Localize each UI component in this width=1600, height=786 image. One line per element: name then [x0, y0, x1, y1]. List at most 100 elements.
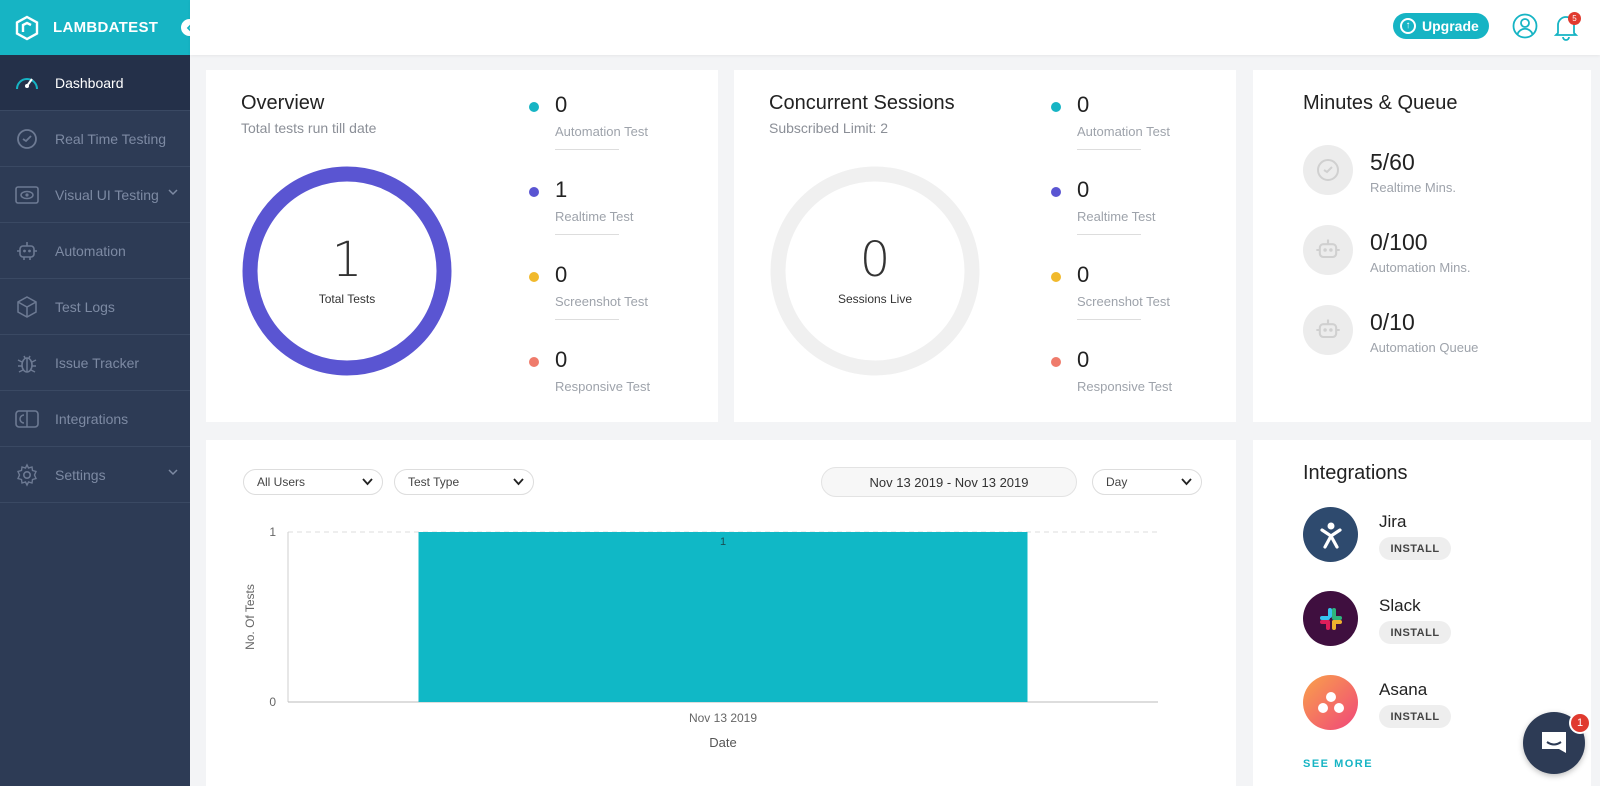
- integrations-title: Integrations: [1303, 462, 1408, 484]
- donut-ring: [242, 166, 452, 376]
- chat-icon: [1542, 732, 1566, 753]
- chevron-down-icon: [168, 189, 178, 196]
- robot-icon: [1303, 225, 1353, 275]
- install-asana-button[interactable]: INSTALL: [1379, 705, 1451, 728]
- date-range-picker[interactable]: Nov 13 2019 - Nov 13 2019: [821, 467, 1077, 497]
- sidebar-item-test-logs[interactable]: Test Logs: [0, 279, 190, 335]
- speedometer-icon: [14, 70, 40, 96]
- upgrade-button[interactable]: ↑ Upgrade: [1393, 13, 1489, 39]
- stat-label: Realtime Test: [555, 209, 634, 224]
- granularity-select[interactable]: Day: [1092, 469, 1202, 495]
- legend-dot: [1051, 357, 1061, 367]
- stat-value: 0: [1077, 177, 1090, 202]
- stat-label: Realtime Test: [1077, 209, 1156, 224]
- legend-dot: [1051, 102, 1061, 112]
- chat-unread-badge: 1: [1569, 712, 1591, 734]
- chevron-down-icon: [1181, 478, 1192, 486]
- integration-slack: Slack INSTALL: [1303, 591, 1503, 647]
- gear-icon: [14, 462, 40, 488]
- legend-dot: [529, 272, 539, 282]
- stat-value: 0: [1077, 92, 1090, 117]
- legend-dot: [529, 102, 539, 112]
- x-axis-label: Date: [709, 735, 736, 750]
- integration-jira: Jira INSTALL: [1303, 507, 1503, 563]
- stat-label: Responsive Test: [1077, 379, 1173, 394]
- eye-icon: [14, 182, 40, 208]
- realtime-icon: [1303, 145, 1353, 195]
- overview-card: Overview Total tests run till date 1 Tot…: [206, 70, 718, 422]
- bar-data-label: 1: [720, 536, 726, 548]
- automation-queue: 0/10 Automation Queue: [1303, 305, 1553, 361]
- users-filter-select[interactable]: All Users: [243, 469, 383, 495]
- brand-name: LAMBDATEST: [53, 19, 159, 36]
- stat-label: Screenshot Test: [1077, 294, 1170, 309]
- total-tests-label: Total Tests: [318, 292, 376, 306]
- sidebar-item-label: Test Logs: [55, 298, 115, 315]
- legend-dot: [1051, 272, 1061, 282]
- overview-subtitle: Total tests run till date: [241, 120, 377, 136]
- stat-value: 0: [1077, 347, 1090, 372]
- cube-icon: [14, 294, 40, 320]
- select-value: All Users: [257, 475, 306, 489]
- clock-icon: [14, 126, 40, 152]
- sidebar-item-settings[interactable]: Settings: [0, 447, 190, 503]
- divider: [555, 234, 619, 235]
- sidebar-item-integrations[interactable]: Integrations: [0, 391, 190, 447]
- divider: [1077, 149, 1141, 150]
- sidebar-item-issue-tracker[interactable]: Issue Tracker: [0, 335, 190, 391]
- minutes-title: Minutes & Queue: [1303, 92, 1458, 114]
- see-more-link[interactable]: SEE MORE: [1303, 758, 1374, 770]
- top-bar: ↑ Upgrade 5: [190, 0, 1600, 55]
- install-jira-button[interactable]: INSTALL: [1379, 537, 1451, 560]
- minutes-label: Realtime Mins.: [1370, 180, 1456, 195]
- divider: [555, 149, 619, 150]
- sessions-live-label: Sessions Live: [837, 292, 913, 306]
- bug-icon: [14, 350, 40, 376]
- legend-dot: [529, 187, 539, 197]
- minutes-value: 5/60: [1370, 149, 1415, 175]
- upgrade-label: Upgrade: [1422, 18, 1479, 34]
- integration-name: Jira: [1379, 512, 1407, 531]
- sidebar-item-label: Automation: [55, 242, 126, 259]
- sidebar-item-label: Settings: [55, 466, 106, 483]
- plug-icon: [14, 406, 40, 432]
- sidebar-item-real-time-testing[interactable]: Real Time Testing: [0, 111, 190, 167]
- chat-widget-button[interactable]: [1523, 712, 1585, 774]
- y-axis-label: No. Of Tests: [243, 584, 257, 650]
- divider: [1077, 319, 1141, 320]
- concurrent-subtitle: Subscribed Limit: 2: [769, 120, 889, 136]
- donut-ring: [770, 166, 980, 376]
- sidebar-item-dashboard[interactable]: Dashboard: [0, 55, 190, 111]
- concurrent-title: Concurrent Sessions: [769, 92, 955, 114]
- realtime-minutes: 5/60 Realtime Mins.: [1303, 145, 1553, 201]
- user-profile-icon[interactable]: [1512, 13, 1538, 39]
- asana-icon: [1303, 675, 1358, 730]
- chevron-down-icon: [168, 469, 178, 476]
- brand-header: LAMBDATEST: [0, 0, 200, 55]
- minutes-value: 0/100: [1370, 229, 1428, 255]
- select-value: Test Type: [408, 475, 460, 489]
- robot-icon: [14, 238, 40, 264]
- slack-icon: [1303, 591, 1358, 646]
- sessions-live-donut: 0 Sessions Live: [770, 166, 980, 376]
- sidebar-item-visual-ui-testing[interactable]: Visual UI Testing: [0, 167, 190, 223]
- overview-title: Overview: [241, 92, 325, 114]
- stat-value: 0: [555, 347, 568, 372]
- select-value: Day: [1106, 475, 1128, 489]
- total-tests-donut: 1 Total Tests: [242, 166, 452, 376]
- sidebar-item-automation[interactable]: Automation: [0, 223, 190, 279]
- automation-minutes: 0/100 Automation Mins.: [1303, 225, 1553, 281]
- legend-dot: [1051, 187, 1061, 197]
- notification-count-badge: 5: [1568, 12, 1581, 25]
- y-tick-label: 1: [269, 525, 276, 539]
- test-type-filter-select[interactable]: Test Type: [394, 469, 534, 495]
- sidebar-item-label: Visual UI Testing: [55, 186, 159, 203]
- install-slack-button[interactable]: INSTALL: [1379, 621, 1451, 644]
- stat-label: Responsive Test: [555, 379, 651, 394]
- stat-label: Automation Test: [1077, 124, 1170, 139]
- lambdatest-logo-icon: [15, 15, 39, 40]
- robot-icon: [1303, 305, 1353, 355]
- divider: [1077, 234, 1141, 235]
- bar[interactable]: [418, 532, 1028, 702]
- x-tick-label: Nov 13 2019: [689, 711, 757, 725]
